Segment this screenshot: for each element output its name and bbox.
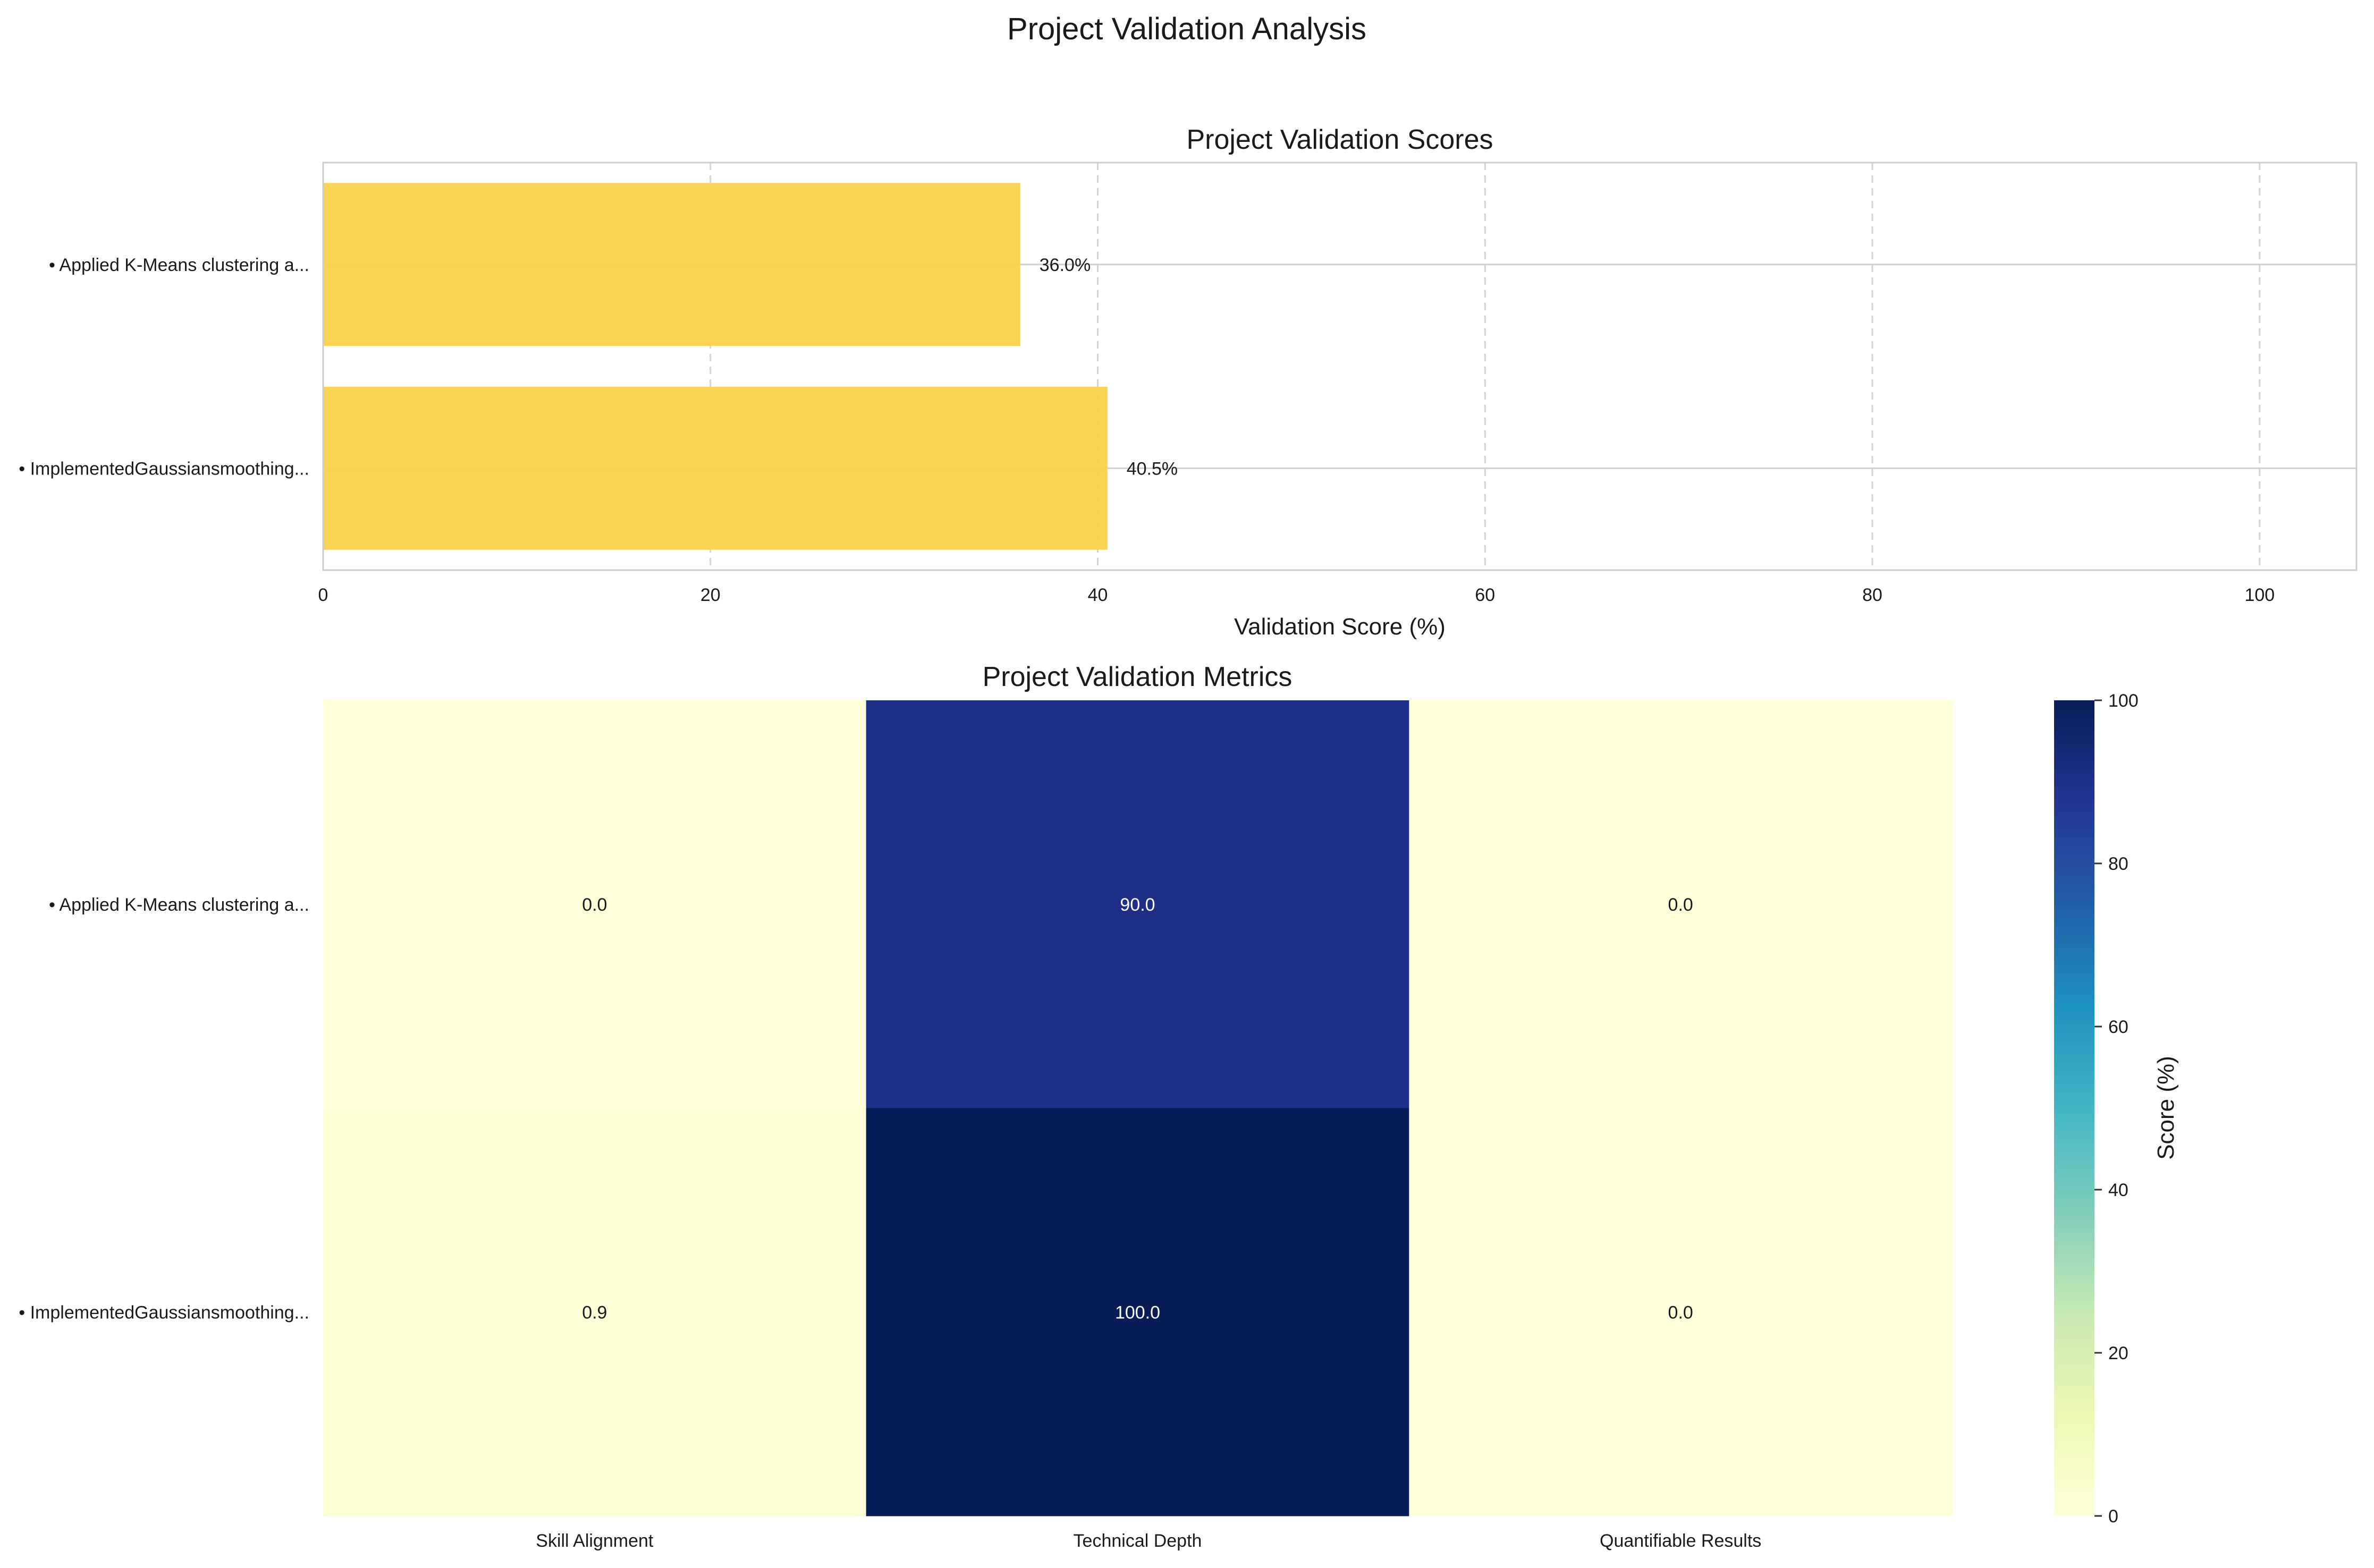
colorbar-tick-label: 40 <box>2108 1180 2128 1200</box>
heatmap-cell-label: 0.9 <box>582 1302 607 1323</box>
heatmap-cell-labels: 0.0 90.0 0.0 0.9 100.0 0.0 <box>582 895 1693 1323</box>
colorbar-tick-label: 80 <box>2108 854 2128 874</box>
colorbar: 0 20 40 60 80 100 Score (%) <box>2054 691 2179 1527</box>
heatmap-cell <box>1409 1108 1953 1516</box>
bar-chart-bars: 36.0% 40.5% <box>323 183 1178 550</box>
heatmap-cell <box>1409 700 1953 1108</box>
colorbar-tick-label: 60 <box>2108 1017 2128 1037</box>
colorbar-tick-label: 0 <box>2108 1506 2118 1527</box>
heatmap-cell <box>866 700 1409 1108</box>
heatmap-cell <box>323 1108 867 1516</box>
heatmap-cell-label: 90.0 <box>1120 895 1155 915</box>
bar-chart-x-ticks: 0 20 40 60 80 100 <box>318 585 2275 605</box>
colorbar-tick-label: 100 <box>2108 691 2139 711</box>
heatmap-x-tick-label: Quantifiable Results <box>1600 1531 1761 1551</box>
heatmap-x-ticks: Skill Alignment Technical Depth Quantifiab… <box>536 1531 1761 1551</box>
heatmap-cell-label: 0.0 <box>582 895 607 915</box>
bar-chart-title: Project Validation Scores <box>1186 124 1493 155</box>
heatmap-y-tick-label: • ImplementedGaussiansmoothing... <box>19 1302 309 1323</box>
heatmap-cell-label: 100.0 <box>1115 1302 1160 1323</box>
bar-value-label: 40.5% <box>1127 459 1178 479</box>
heatmap-x-tick-label: Skill Alignment <box>536 1531 654 1551</box>
heatmap-x-tick-label: Technical Depth <box>1074 1531 1202 1551</box>
heatmap-title: Project Validation Metrics <box>983 662 1292 692</box>
bar <box>323 183 1020 346</box>
colorbar-gradient <box>2054 700 2094 1516</box>
colorbar-label: Score (%) <box>2153 1056 2179 1160</box>
bar-chart-frame <box>322 162 2358 571</box>
heatmap-y-tick-label: • Applied K-Means clustering a... <box>49 895 309 915</box>
bar-x-tick-label: 60 <box>1475 585 1495 605</box>
bar-x-tick-label: 0 <box>318 585 328 605</box>
heatmap-y-ticks: • Applied K-Means clustering a... • Imple… <box>19 895 309 1323</box>
heatmap-cells <box>323 700 1953 1516</box>
bar <box>323 386 1108 550</box>
colorbar-ticks: 0 20 40 60 80 100 <box>2094 691 2139 1527</box>
bar-x-tick-label: 20 <box>700 585 721 605</box>
bar-chart: Project Validation Scores 36.0% 40.5% 0 20… <box>19 124 2358 640</box>
colorbar-tick-label: 20 <box>2108 1343 2128 1363</box>
bar-chart-y-ticks: • Applied K-Means clustering a... • Imple… <box>19 255 309 479</box>
bar-y-tick-label: • Applied K-Means clustering a... <box>49 255 309 275</box>
heatmap-cell <box>323 700 867 1108</box>
bar-y-tick-label: • ImplementedGaussiansmoothing... <box>19 459 309 479</box>
heatmap-chart: Project Validation Metrics 0.0 90.0 0.0 0.9… <box>19 662 2179 1551</box>
bar-x-tick-label: 100 <box>2244 585 2275 605</box>
bar-x-tick-label: 40 <box>1088 585 1108 605</box>
figure-title: Project Validation Analysis <box>1007 12 1366 46</box>
heatmap-cell <box>866 1108 1409 1516</box>
heatmap-cell-label: 0.0 <box>1668 895 1693 915</box>
bar-x-tick-label: 80 <box>1862 585 1882 605</box>
heatmap-cell-label: 0.0 <box>1668 1302 1693 1323</box>
bar-chart-x-axis-label: Validation Score (%) <box>1234 614 1446 640</box>
bar-value-label: 36.0% <box>1040 255 1091 275</box>
